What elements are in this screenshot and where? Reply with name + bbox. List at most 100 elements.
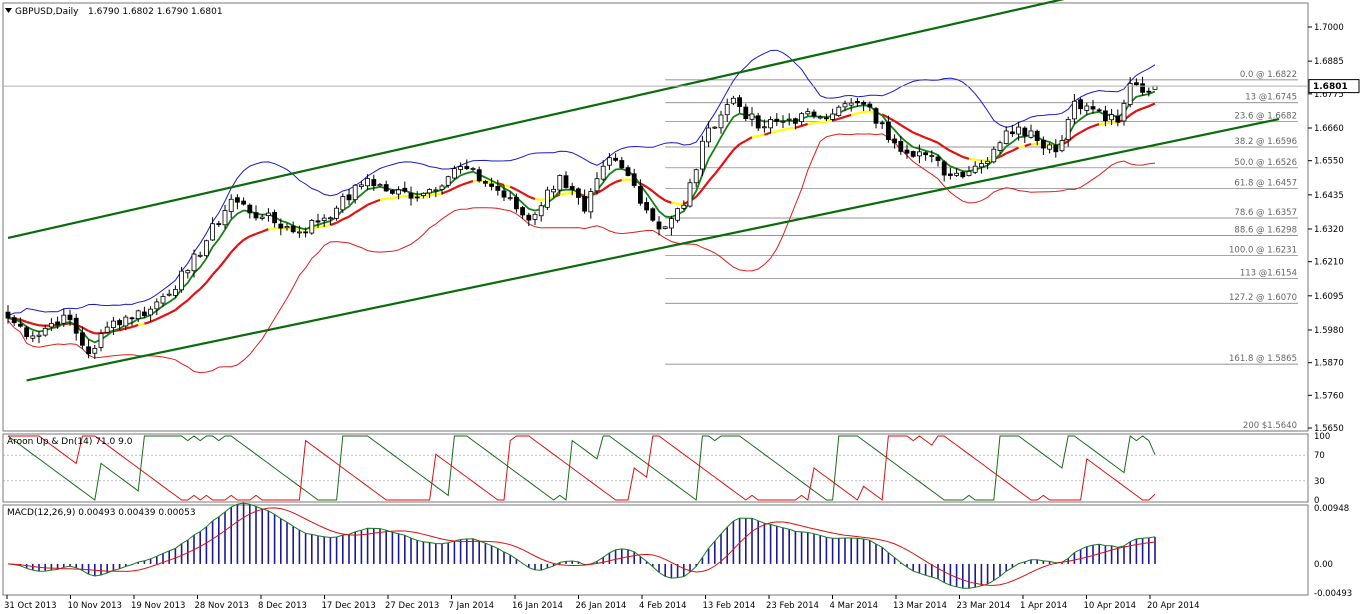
candle-body[interactable] <box>1084 105 1090 111</box>
candle-body[interactable] <box>1134 82 1139 86</box>
candle-body[interactable] <box>743 106 749 120</box>
candle-body[interactable] <box>514 196 519 210</box>
candle-body[interactable] <box>811 111 817 117</box>
candle-body[interactable] <box>327 217 333 220</box>
candle-body[interactable] <box>507 197 513 200</box>
candle-body[interactable] <box>1010 131 1015 135</box>
candle-body[interactable] <box>762 126 767 129</box>
macd-pane[interactable]: MACD(12,26,9) 0.00493 0.00439 0.00053 0.… <box>2 502 1352 599</box>
candle-body[interactable] <box>817 116 823 119</box>
candle-body[interactable] <box>662 226 668 229</box>
candle-body[interactable] <box>805 111 811 115</box>
candle-body[interactable] <box>154 301 160 310</box>
candle-body[interactable] <box>414 196 420 199</box>
candle-body[interactable] <box>731 97 736 104</box>
candle-body[interactable] <box>836 106 842 116</box>
candle-body[interactable] <box>693 169 699 184</box>
candle-body[interactable] <box>848 102 854 106</box>
candle-body[interactable] <box>86 346 91 355</box>
candle-body[interactable] <box>1065 118 1071 141</box>
candle-body[interactable] <box>1028 130 1034 138</box>
candle-body[interactable] <box>873 108 879 124</box>
channel-trendline[interactable] <box>26 118 1280 382</box>
candle-body[interactable] <box>228 198 234 212</box>
candle-body[interactable] <box>259 216 265 219</box>
candle-body[interactable] <box>910 151 916 157</box>
candle-body[interactable] <box>929 155 935 157</box>
candle-body[interactable] <box>861 101 866 105</box>
candle-body[interactable] <box>458 166 464 170</box>
channel-trendline[interactable] <box>7 0 1124 239</box>
candle-body[interactable] <box>340 196 346 211</box>
candle-body[interactable] <box>557 175 563 191</box>
candle-body[interactable] <box>234 197 240 203</box>
candle-body[interactable] <box>737 97 742 107</box>
candle-body[interactable] <box>786 118 792 121</box>
candle-body[interactable] <box>948 173 953 176</box>
candle-body[interactable] <box>954 172 959 176</box>
candle-body[interactable] <box>290 225 296 233</box>
candle-body[interactable] <box>669 218 674 229</box>
candle-body[interactable] <box>625 167 631 176</box>
fibonacci-levels[interactable]: 0.0 @ 1.6822 13 @1.6745 23.6 @ 1.6682 38.2 … <box>665 70 1298 432</box>
candle-body[interactable] <box>371 179 377 187</box>
candle-body[interactable] <box>1047 144 1052 150</box>
candle-body[interactable] <box>526 214 532 221</box>
candle-body[interactable] <box>346 194 352 201</box>
aroon-pane[interactable]: Aroon Up & Dn(14) 71.0 9.0 100 70 30 0 <box>2 432 1330 506</box>
candle-body[interactable] <box>644 202 649 211</box>
candle-body[interactable] <box>923 152 928 156</box>
candle-body[interactable] <box>1022 127 1028 137</box>
candle-body[interactable] <box>1034 130 1040 142</box>
candle-body[interactable] <box>532 213 538 220</box>
candle-body[interactable] <box>1078 99 1083 110</box>
candle-body[interactable] <box>724 104 730 116</box>
candle-body[interactable] <box>321 217 327 221</box>
candle-body[interactable] <box>941 161 947 176</box>
candle-body[interactable] <box>631 173 637 186</box>
candle-body[interactable] <box>451 168 457 179</box>
candle-body[interactable] <box>755 115 761 129</box>
candle-body[interactable] <box>830 113 835 120</box>
candle-body[interactable] <box>104 326 110 333</box>
candle-body[interactable] <box>123 316 129 327</box>
candle-body[interactable] <box>538 205 544 217</box>
triangle-down-icon[interactable] <box>5 8 12 13</box>
candle-body[interactable] <box>309 219 315 234</box>
candle-body[interactable] <box>284 225 290 229</box>
candle-body[interactable] <box>222 210 228 226</box>
candle-body[interactable] <box>985 160 990 164</box>
candle-body[interactable] <box>11 317 17 324</box>
candle-body[interactable] <box>991 148 997 163</box>
candle-body[interactable] <box>718 114 724 129</box>
candle-body[interactable] <box>892 138 897 144</box>
candle-body[interactable] <box>148 308 154 316</box>
candle-body[interactable] <box>111 320 116 328</box>
candle-body[interactable] <box>979 163 984 168</box>
candle-body[interactable] <box>1041 139 1046 149</box>
candle-body[interactable] <box>588 191 594 213</box>
candle-body[interactable] <box>42 327 48 336</box>
candle-body[interactable] <box>402 187 408 192</box>
candle-body[interactable] <box>358 184 364 187</box>
candle-body[interactable] <box>904 149 910 154</box>
candle-body[interactable] <box>172 289 178 296</box>
candle-body[interactable] <box>383 184 389 192</box>
candle-body[interactable] <box>824 117 829 120</box>
candle-body[interactable] <box>600 165 606 180</box>
candle-body[interactable] <box>706 127 711 143</box>
candle-body[interactable] <box>61 314 67 324</box>
candle-body[interactable] <box>793 118 798 124</box>
candle-body[interactable] <box>607 157 612 166</box>
candle-body[interactable] <box>464 166 470 170</box>
candle-body[interactable] <box>582 195 587 212</box>
candle-body[interactable] <box>203 240 209 257</box>
candle-body[interactable] <box>92 348 98 354</box>
candle-body[interactable] <box>396 189 402 195</box>
candle-body[interactable] <box>67 314 73 321</box>
candle-body[interactable] <box>141 311 147 317</box>
candle-body[interactable] <box>656 221 662 230</box>
candle-body[interactable] <box>247 204 253 214</box>
candle-body[interactable] <box>365 178 371 187</box>
candle-body[interactable] <box>917 151 922 157</box>
